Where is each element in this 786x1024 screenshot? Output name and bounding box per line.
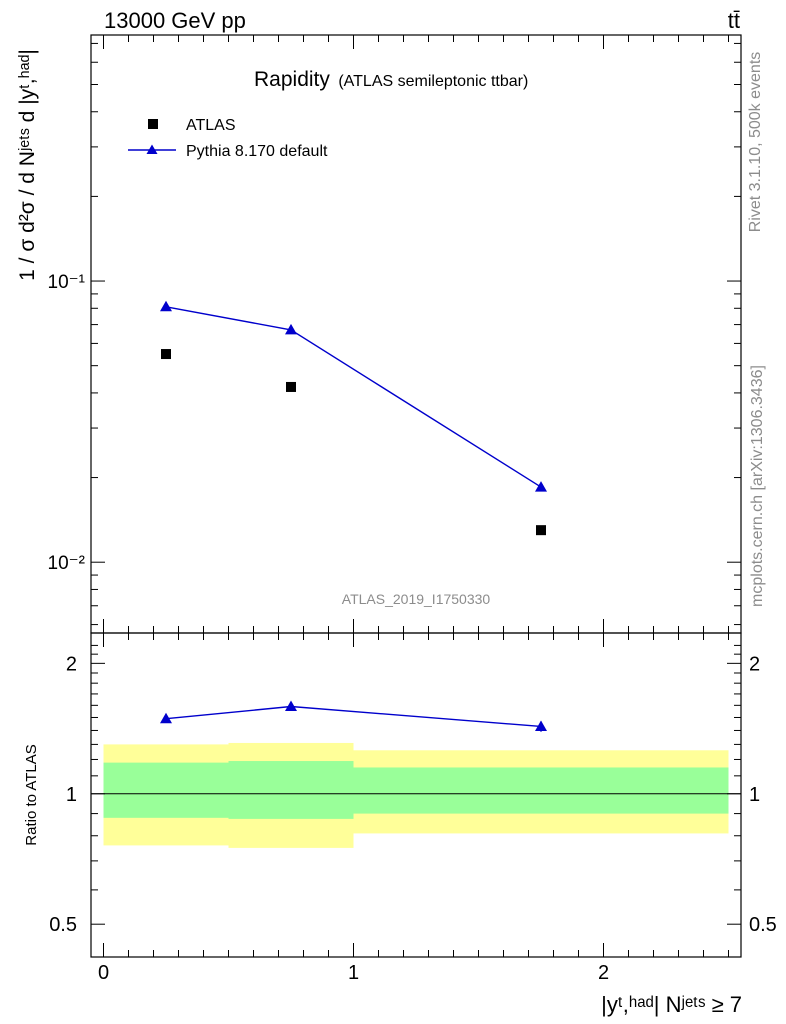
y-axis-title-ratio: Ratio to ATLAS <box>23 744 40 845</box>
plot-title: Rapidity (ATLAS semileptonic ttbar) <box>254 68 528 91</box>
x-tick-label: 1 <box>348 962 359 984</box>
x-axis-title: |yᵗ,ʰᵃᵈ| Nʲᵉᵗˢ ≥ 7 <box>601 992 742 1017</box>
pythia-point <box>535 481 547 492</box>
ratio-y-tick-label-right: 2 <box>749 653 760 675</box>
ratio-frame <box>90 632 742 958</box>
analysis-watermark: ATLAS_2019_I1750330 <box>342 591 491 607</box>
x-tick-label: 0 <box>98 962 109 984</box>
side-rivet-label: Rivet 3.1.10, 500k events <box>747 52 764 233</box>
ratio-pythia-line <box>165 705 542 728</box>
legend: ATLAS Pythia 8.170 default <box>128 117 328 160</box>
main-y-tick-label: 10⁻¹ <box>48 272 86 293</box>
side-mcplots-label: mcplots.cern.ch [arXiv:1306.3436] <box>749 365 766 607</box>
ratio-band-inner <box>353 767 729 814</box>
ratio-y-tick-label-right: 1 <box>749 784 760 806</box>
ratio-pythia-point <box>285 700 297 712</box>
ratio-band-inner <box>228 761 354 819</box>
x-tick-label: 2 <box>598 962 609 984</box>
main-y-tick-label: 10⁻² <box>48 553 86 574</box>
pythia-point <box>160 300 172 312</box>
plot-title-sub: (ATLAS semileptonic ttbar) <box>338 73 528 90</box>
ratio-y-tick-label-left: 2 <box>66 653 77 675</box>
ratio-panel: 0 1 2 0.5 0.5 1 1 2 2 <box>49 632 777 984</box>
legend-marker-atlas <box>148 119 158 129</box>
ratio-y-tick-label-right: 0.5 <box>749 914 777 936</box>
pythia-line <box>165 306 542 488</box>
ratio-pythia-point <box>160 712 172 724</box>
header-process: tt̄ <box>728 8 740 33</box>
y-axis-title-main: 1 / σ d²σ / d Nʲᵉᵗˢ d |yᵗ,ʰᵃᵈ| <box>16 49 39 281</box>
ratio-band-inner <box>103 762 229 818</box>
legend-label-pythia: Pythia 8.170 default <box>186 143 328 160</box>
atlas-point <box>286 381 296 392</box>
ratio-y-tick-label-left: 1 <box>66 784 77 806</box>
plot-title-main: Rapidity <box>254 68 330 91</box>
ratio-y-tick-label-left: 0.5 <box>49 914 77 936</box>
pythia-point <box>285 323 297 335</box>
header-energy: 13000 GeV pp <box>104 8 246 33</box>
legend-label-atlas: ATLAS <box>186 117 236 134</box>
ratio-pythia-point <box>535 720 547 731</box>
legend-marker-pythia <box>146 144 158 154</box>
atlas-point <box>161 349 171 360</box>
atlas-point <box>536 525 546 536</box>
